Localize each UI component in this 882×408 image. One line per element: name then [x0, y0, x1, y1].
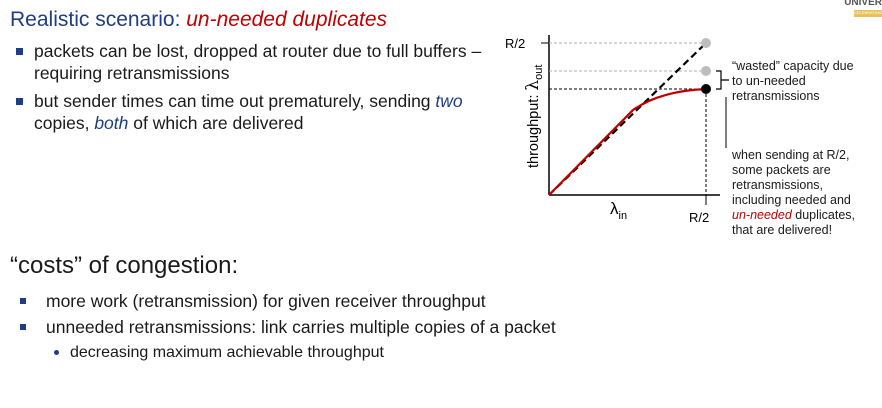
bullet-text-post: of which are delivered: [128, 113, 304, 133]
logo-text: UNIVER: [844, 0, 882, 8]
wasted-line-1: “wasted” capacity due: [732, 59, 854, 73]
throughput-curve: [548, 87, 707, 196]
cost-item-more-work: more work (retransmission) for given rec…: [10, 290, 870, 312]
actual-throughput-point: [701, 84, 711, 94]
x-label-sub: in: [619, 210, 628, 222]
university-logo: UNIVER CELEBRATING: [826, 0, 882, 22]
logo-banner: CELEBRATING: [854, 10, 882, 17]
sending-pre: when sending at R/2, some packets are re…: [732, 148, 851, 207]
sending-emphasis: un-needed: [732, 208, 792, 222]
title-prefix: Realistic scenario:: [10, 8, 187, 31]
emphasis-two: two: [435, 91, 463, 111]
wasted-capacity-note: “wasted” capacity due to un-needed retra…: [732, 59, 854, 104]
emphasis-both: both: [94, 113, 129, 133]
x-label-symbol: λ: [610, 199, 619, 218]
ideal-point: [701, 38, 711, 48]
title-emphasis: un-needed duplicates: [186, 8, 388, 31]
scenario-bullets: packets can be lost, dropped at router d…: [10, 40, 500, 140]
wasted-line-3: retransmissions: [732, 89, 820, 103]
slide-title: Realistic scenario: un-needed duplicates: [10, 8, 387, 32]
wasted-bracket: [716, 70, 729, 90]
y-label-symbol: λ: [523, 80, 543, 91]
sending-post: duplicates, that are delivered!: [732, 208, 856, 237]
wasted-line-2: to un-needed: [732, 74, 806, 88]
bullet-text-mid: copies,: [34, 113, 95, 133]
sending-note: when sending at R/2, some packets are re…: [732, 148, 872, 238]
y-axis-label: throughput: λout: [523, 65, 545, 168]
capacity-point: [701, 66, 711, 76]
costs-list: more work (retransmission) for given rec…: [10, 290, 870, 363]
bullet-text-pre: but sender times can time out prematurel…: [34, 91, 436, 111]
x-axis-label: λin: [610, 199, 627, 222]
y-label-text: throughput:: [526, 95, 542, 168]
y-tick-label: R/2: [505, 36, 525, 51]
bullet-premature-timeout: but sender times can time out prematurel…: [10, 90, 500, 134]
bullet-lost-packets: packets can be lost, dropped at router d…: [10, 40, 500, 84]
x-tick-label: R/2: [689, 210, 709, 225]
y-label-sub: out: [533, 65, 545, 80]
cost-item-unneeded: unneeded retransmissions: link carries m…: [10, 316, 870, 338]
cost-subitem-throughput: decreasing maximum achievable throughput: [10, 342, 870, 363]
costs-heading: “costs” of congestion:: [10, 252, 239, 279]
